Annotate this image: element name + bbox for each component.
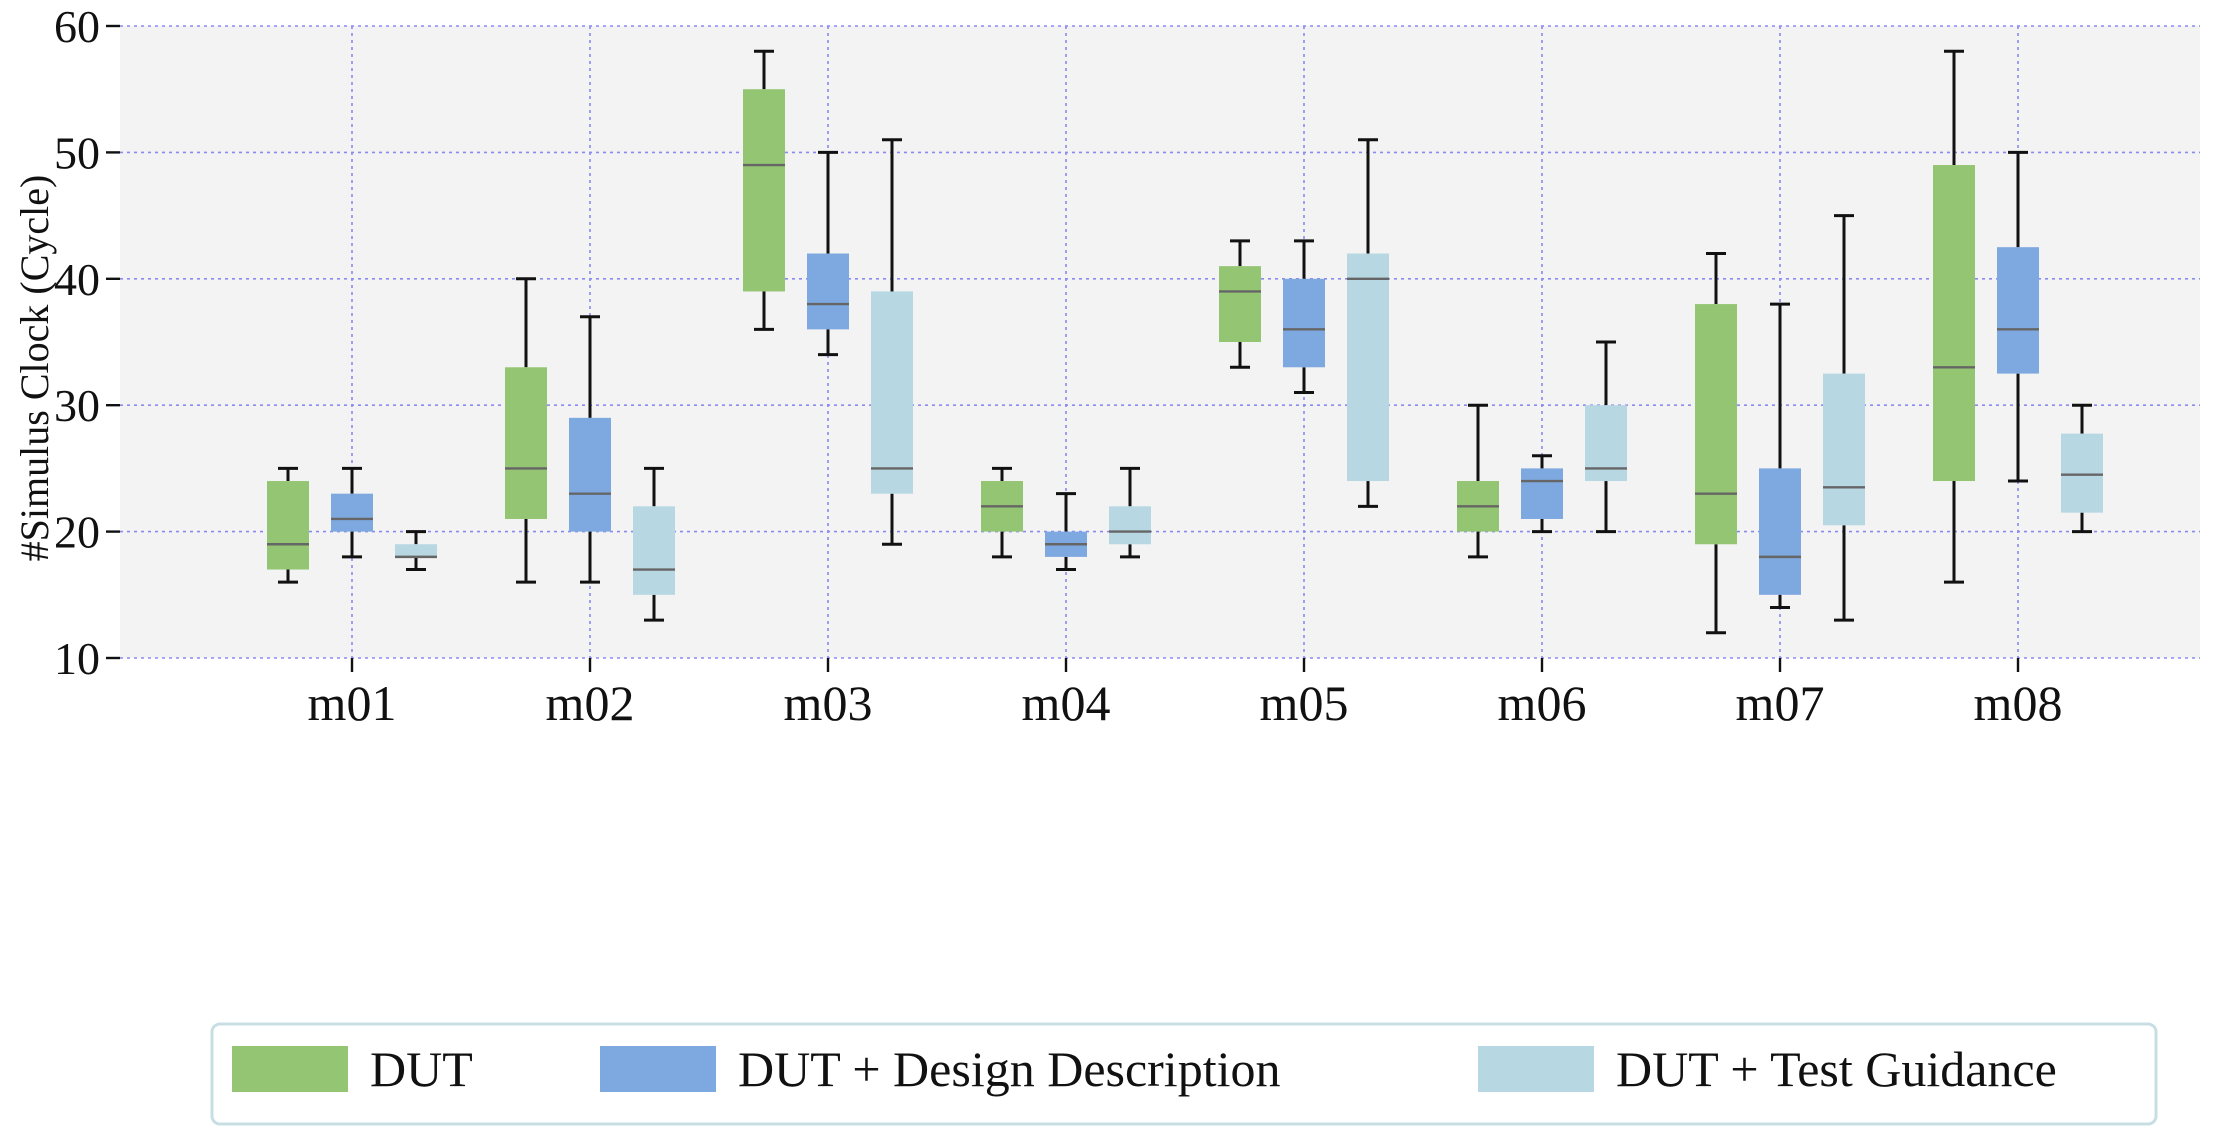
box-m04-series-1 <box>981 466 1023 559</box>
box-m01-series-1 <box>267 466 309 584</box>
x-tick-label: m06 <box>1498 675 1587 731</box>
box-m02-series-2 <box>569 315 611 584</box>
box-m07-series-2 <box>1759 302 1801 609</box>
y-tick-label: 50 <box>54 127 100 178</box>
x-tick-label: m04 <box>1022 675 1111 731</box>
x-tick-label: m07 <box>1736 675 1825 731</box>
iqr-box <box>1585 405 1627 482</box>
iqr-box <box>569 417 611 532</box>
legend: DUT DUT + Design Description DUT + Test Gu… <box>210 1022 2158 1126</box>
box-m07-series-1 <box>1695 252 1737 635</box>
x-tick-label: m01 <box>308 675 397 731</box>
iqr-box <box>871 291 913 494</box>
box-m02-series-3 <box>633 466 675 622</box>
iqr-box <box>505 367 547 519</box>
iqr-box <box>331 493 373 532</box>
boxes <box>267 49 2103 635</box>
iqr-box <box>743 89 785 292</box>
iqr-box <box>2061 433 2103 513</box>
box-m06-series-3 <box>1585 340 1627 534</box>
box-m04-series-3 <box>1109 466 1151 559</box>
y-tick-label: 40 <box>54 254 100 305</box>
legend-swatch <box>600 1046 716 1092</box>
iqr-box <box>1997 247 2039 374</box>
legend-label: DUT <box>370 1041 473 1097</box>
iqr-box <box>267 481 309 570</box>
y-tick-label: 30 <box>54 380 100 431</box>
x-tick-label: m02 <box>546 675 635 731</box>
iqr-box <box>1695 304 1737 545</box>
legend-label: DUT + Design Description <box>738 1041 1280 1097</box>
box-m02-series-1 <box>505 277 547 584</box>
y-axis-label: #Simulus Clock (Cycle) <box>12 175 57 562</box>
x-tick-label: m03 <box>784 675 873 731</box>
box-m01-series-2 <box>331 466 373 559</box>
legend-swatch <box>1478 1046 1594 1092</box>
y-tick-label: 20 <box>54 507 100 558</box>
box-m03-series-2 <box>807 150 849 357</box>
box-m05-series-2 <box>1283 239 1325 395</box>
box-m03-series-3 <box>871 138 913 546</box>
y-tick-label: 60 <box>54 1 100 52</box>
iqr-box <box>1109 506 1151 545</box>
iqr-box <box>1219 266 1261 342</box>
x-tick-label: m05 <box>1260 675 1349 731</box>
iqr-box <box>1283 278 1325 368</box>
box-m06-series-1 <box>1457 403 1499 559</box>
box-m07-series-3 <box>1823 214 1865 622</box>
y-tick-label: 10 <box>54 633 100 684</box>
iqr-box <box>1759 468 1801 595</box>
iqr-box <box>1347 253 1389 482</box>
box-m08-series-3 <box>2061 403 2103 534</box>
box-m04-series-2 <box>1045 492 1087 572</box>
plot-area <box>120 26 2200 658</box>
box-m08-series-2 <box>1997 150 2039 483</box>
iqr-box <box>807 253 849 330</box>
box-m03-series-1 <box>743 49 785 331</box>
axes: 10 20 30 40 50 60 m01 m02 m03 m04 m05 m06 m07 m08 <box>54 1 2062 731</box>
legend-label: DUT + Test Guidance <box>1616 1041 2057 1097</box>
iqr-box <box>395 544 437 557</box>
iqr-box <box>1521 468 1563 519</box>
iqr-box <box>633 506 675 595</box>
box-m06-series-2 <box>1521 454 1563 534</box>
box-m05-series-1 <box>1219 239 1261 369</box>
iqr-box <box>1823 373 1865 526</box>
box-m05-series-3 <box>1347 138 1389 508</box>
legend-swatch <box>232 1046 348 1092</box>
box-m01-series-3 <box>395 530 437 572</box>
x-tick-label: m08 <box>1974 675 2063 731</box>
iqr-box <box>1933 165 1975 482</box>
box-m08-series-1 <box>1933 49 1975 584</box>
